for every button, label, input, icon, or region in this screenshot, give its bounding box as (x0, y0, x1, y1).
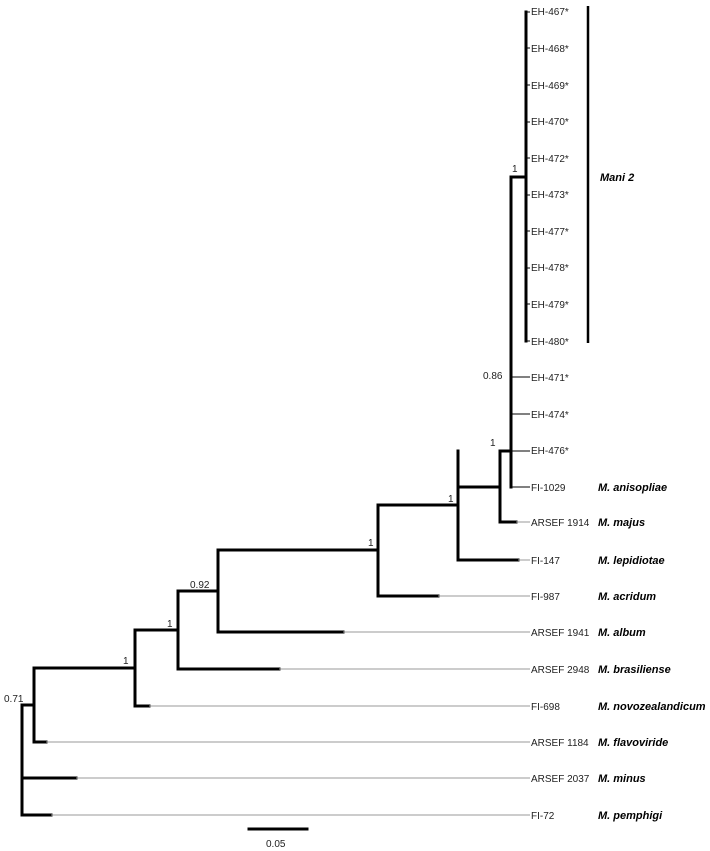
leaf-label-eh470: EH-470* (531, 117, 569, 128)
leaf-label-eh468: EH-468* (531, 44, 569, 55)
support-album: 0.92 (190, 580, 210, 591)
leaf-label-eh469: EH-469* (531, 81, 569, 92)
scale-bar-label: 0.05 (266, 839, 286, 850)
leaf-label-arsef1184: ARSEF 1184 (531, 738, 589, 749)
leaf-label-eh473: EH-473* (531, 190, 569, 201)
species-label-flavoviride: M. flavoviride (598, 737, 668, 749)
support-anisopliae-majus: 1 (490, 438, 496, 449)
leaf-label-arsef2948: ARSEF 2948 (531, 665, 590, 676)
support-polytomy: 0.86 (483, 371, 503, 382)
species-label-majus: M. majus (598, 517, 645, 529)
leaf-label-fi147: FI-147 (531, 556, 560, 567)
support-acridum: 1 (368, 538, 374, 549)
leaf-label-eh477: EH-477* (531, 227, 569, 238)
node-092-group (176, 548, 530, 634)
leaf-label-fi1029: FI-1029 (531, 483, 566, 494)
leaf-label-fi698: FI-698 (531, 702, 560, 713)
node-brasiliense (133, 589, 530, 671)
node-anisopliae-majus (456, 449, 530, 524)
leaf-label-eh476: EH-476* (531, 446, 569, 457)
node-086-group (498, 175, 530, 489)
leaf-label-eh474: EH-474* (531, 410, 569, 421)
scale-bar: 0.05 (247, 827, 309, 850)
species-label-minus: M. minus (598, 773, 646, 785)
leaf-label-eh472: EH-472* (531, 154, 569, 165)
node-flavoviride (20, 666, 530, 744)
root-node (20, 703, 530, 817)
support-brasiliense: 1 (167, 619, 173, 630)
leaf-label-arsef1914: ARSEF 1914 (531, 518, 590, 529)
leaf-label-arsef2037: ARSEF 2037 (531, 774, 590, 785)
species-label-brasiliense: M. brasiliense (598, 664, 671, 676)
leaf-label-fi987: FI-987 (531, 592, 560, 603)
support-root: 0.71 (4, 694, 24, 705)
clade-label-mani2: Mani 2 (600, 172, 634, 184)
species-label-acridum: M. acridum (598, 591, 656, 603)
support-values: 1 0.86 1 1 1 0.92 1 1 0.71 (4, 164, 518, 705)
leaf-label-eh471: EH-471* (531, 373, 569, 384)
species-label-lepidiotae: M. lepidiotae (598, 555, 665, 567)
leaf-label-eh467: EH-467* (531, 7, 569, 18)
support-mani2: 1 (512, 164, 518, 175)
support-novozealandicum: 1 (123, 656, 129, 667)
node-lepidiotae (376, 449, 530, 562)
leaf-label-arsef1941: ARSEF 1941 (531, 628, 590, 639)
support-lepidiotae: 1 (448, 494, 454, 505)
leaf-label-eh478: EH-478* (531, 263, 569, 274)
leaf-label-eh480: EH-480* (531, 337, 569, 348)
leaf-labels: EH-467* EH-468* EH-469* EH-470* EH-472* … (531, 7, 590, 822)
leaf-label-fi72: FI-72 (531, 811, 555, 822)
species-label-novozealandicum: M. novozealandicum (598, 701, 706, 713)
species-label-album: M. album (598, 627, 646, 639)
leaf-label-eh479: EH-479* (531, 300, 569, 311)
node-novozealandicum (32, 628, 530, 708)
species-labels: M. anisopliae M. majus M. lepidiotae M. … (598, 482, 706, 822)
node-acridum (216, 503, 530, 598)
species-label-pemphigi: M. pemphigi (598, 810, 663, 822)
species-label-anisopliae: M. anisopliae (598, 482, 667, 494)
mani2-crown (509, 10, 530, 343)
